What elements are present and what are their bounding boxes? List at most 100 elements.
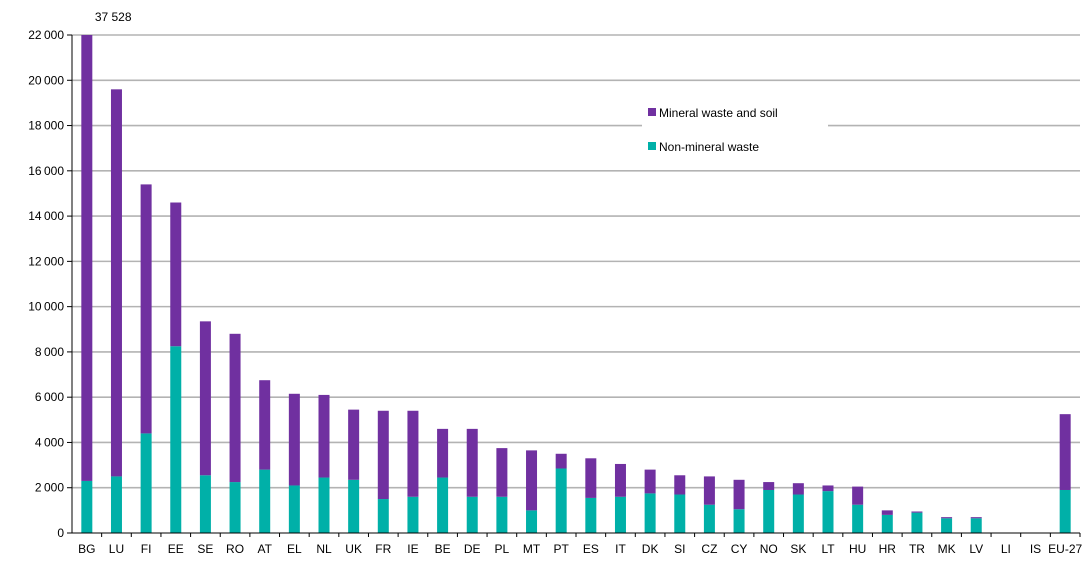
bar-mineral-it xyxy=(614,463,626,497)
x-tick-label: DE xyxy=(464,542,481,556)
bar-mineral-ie xyxy=(407,410,419,497)
bar-mineral-bg xyxy=(81,35,93,481)
bar-mineral-pl xyxy=(496,448,508,497)
x-tick-label: MK xyxy=(938,542,956,556)
bar-mineral-eu-27 xyxy=(1059,414,1071,490)
bar-non-mineral-at xyxy=(259,469,271,533)
bar-non-mineral-sk xyxy=(792,494,804,533)
bar-non-mineral-es xyxy=(585,497,597,533)
x-tick-label: LV xyxy=(969,542,983,556)
bar-non-mineral-uk xyxy=(348,479,360,533)
bar-non-mineral-cz xyxy=(703,504,715,533)
bar-mineral-hr xyxy=(881,510,893,515)
bar-mineral-el xyxy=(288,393,300,486)
bar-mineral-ee xyxy=(170,202,182,347)
x-tick-label: TR xyxy=(909,542,925,556)
bar-mineral-se xyxy=(199,321,211,476)
bar-non-mineral-se xyxy=(199,475,211,533)
bar-mineral-be xyxy=(437,428,449,478)
bar-mineral-nl xyxy=(318,394,330,478)
legend-background xyxy=(642,98,828,156)
x-tick-label: LU xyxy=(109,542,124,556)
x-tick-label: SK xyxy=(790,542,806,556)
bar-non-mineral-si xyxy=(674,494,686,533)
bar-non-mineral-mk xyxy=(941,518,953,533)
bar-mineral-no xyxy=(763,482,775,490)
y-tick-label: 22 000 xyxy=(28,28,64,42)
x-tick-label: PT xyxy=(554,542,570,556)
bar-non-mineral-be xyxy=(437,477,449,533)
bar-non-mineral-ro xyxy=(229,482,241,533)
bar-non-mineral-fr xyxy=(377,499,389,533)
bar-non-mineral-tr xyxy=(911,512,923,533)
y-tick-label: 10 000 xyxy=(28,300,64,314)
x-tick-label: NL xyxy=(316,542,332,556)
x-tick-label: PL xyxy=(495,542,510,556)
x-tick-label: FI xyxy=(141,542,152,556)
bar-mineral-pt xyxy=(555,453,567,469)
x-tick-label: NO xyxy=(760,542,778,556)
x-tick-label: EL xyxy=(287,542,302,556)
y-tick-label: 2 000 xyxy=(35,481,64,495)
x-tick-label: HU xyxy=(849,542,866,556)
y-tick-label: 12 000 xyxy=(28,254,64,268)
y-tick-label: 0 xyxy=(57,526,64,540)
x-tick-label: IT xyxy=(615,542,626,556)
bar-non-mineral-nl xyxy=(318,477,330,533)
y-axis: 0 2 000 4 000 6 000 8 000 10 000 12 000 14 000 1… xyxy=(28,28,73,540)
y-tick-label: 18 000 xyxy=(28,119,64,133)
bar-non-mineral-ie xyxy=(407,496,419,533)
bar-mineral-lv xyxy=(970,517,982,519)
bar-non-mineral-it xyxy=(614,496,626,533)
x-tick-label: BG xyxy=(78,542,95,556)
bar-mineral-dk xyxy=(644,469,656,494)
bar-mineral-fr xyxy=(377,410,389,500)
bar-non-mineral-ee xyxy=(170,346,182,533)
bar-mineral-cy xyxy=(733,479,745,510)
x-tick-label: CZ xyxy=(701,542,717,556)
bar-mineral-de xyxy=(466,428,478,497)
y-tick-label: 20 000 xyxy=(28,73,64,87)
x-tick-label: SE xyxy=(197,542,213,556)
bar-non-mineral-hu xyxy=(852,504,864,533)
bar-mineral-mk xyxy=(941,517,953,519)
legend-swatch xyxy=(648,142,656,150)
bar-non-mineral-pt xyxy=(555,468,567,533)
bar-non-mineral-de xyxy=(466,496,478,533)
x-tick-label: HR xyxy=(879,542,897,556)
bar-non-mineral-eu-27 xyxy=(1059,489,1071,533)
bars xyxy=(81,35,1071,533)
bar-mineral-sk xyxy=(792,483,804,495)
bar-mineral-cz xyxy=(703,476,715,505)
legend-label: Non-mineral waste xyxy=(659,140,759,154)
bar-mineral-ro xyxy=(229,333,241,483)
x-tick-label: BE xyxy=(435,542,451,556)
x-tick-label: FR xyxy=(375,542,391,556)
x-tick-label: CY xyxy=(731,542,748,556)
y-tick-label: 16 000 xyxy=(28,164,64,178)
bar-mineral-si xyxy=(674,475,686,495)
x-tick-label: IE xyxy=(407,542,418,556)
bar-mineral-at xyxy=(259,380,271,470)
y-tick-label: 6 000 xyxy=(35,390,64,404)
gridlines xyxy=(72,34,1080,489)
bar-mineral-hu xyxy=(852,486,864,505)
bar-non-mineral-bg xyxy=(81,480,93,533)
bar-non-mineral-lu xyxy=(110,476,122,533)
x-tick-label: DK xyxy=(642,542,659,556)
x-tick-label: ES xyxy=(583,542,599,556)
y-tick-label: 4 000 xyxy=(35,435,64,449)
bar-non-mineral-no xyxy=(763,489,775,533)
x-tick-label: EU-27 xyxy=(1048,542,1082,556)
x-tick-label: UK xyxy=(345,542,362,556)
x-tick-label: IS xyxy=(1030,542,1041,556)
x-axis: BG LU FI EE SE RO AT EL NL UK FR IE BE DE PL MT PT ES IT DK… xyxy=(72,532,1083,556)
bar-non-mineral-fi xyxy=(140,433,152,533)
y-tick-label: 8 000 xyxy=(35,345,64,359)
legend-label: Mineral waste and soil xyxy=(659,106,778,120)
bar-non-mineral-lv xyxy=(970,518,982,533)
bar-non-mineral-mt xyxy=(526,510,538,533)
x-tick-label: EE xyxy=(168,542,184,556)
bar-mineral-mt xyxy=(526,450,538,511)
